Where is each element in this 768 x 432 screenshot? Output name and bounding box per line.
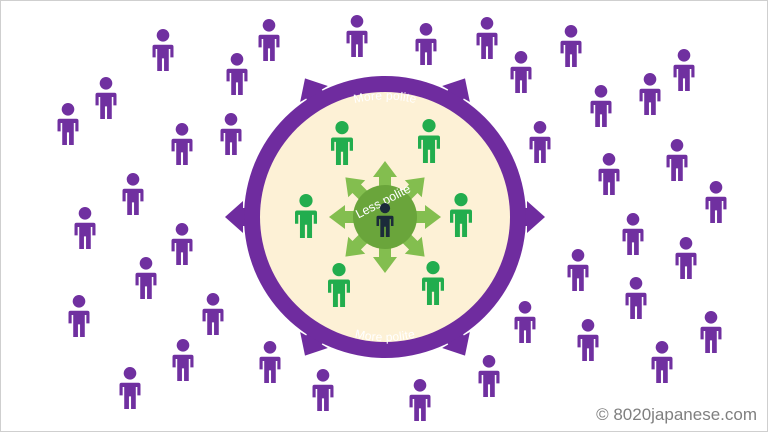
outer-person-icon-6 xyxy=(560,25,582,67)
outer-person-icon-39 xyxy=(478,355,500,397)
outer-person-icon-36 xyxy=(119,367,141,409)
outer-person-icon-3 xyxy=(346,14,368,57)
outer-person-icon-4 xyxy=(415,23,437,65)
outer-person-icon-10 xyxy=(510,51,532,93)
outer-person-icon-19 xyxy=(598,153,620,195)
ring-label-bottom: More polite xyxy=(354,327,417,344)
outer-person-icon-29 xyxy=(625,277,647,319)
inner-person-icon-5 xyxy=(328,263,350,307)
outer-person-icon-31 xyxy=(577,319,599,361)
outer-person-icon-16 xyxy=(529,121,551,163)
outer-person-icon-21 xyxy=(74,207,96,249)
inner-person-icon-3 xyxy=(295,194,317,238)
outer-person-icon-28 xyxy=(202,293,224,335)
outer-person-icon-22 xyxy=(171,223,193,265)
outer-person-icon-11 xyxy=(639,73,661,115)
outer-person-icon-14 xyxy=(220,113,242,155)
outer-person-icon-32 xyxy=(700,311,722,353)
outer-person-icon-30 xyxy=(514,301,536,343)
center-arrow-icon-1 xyxy=(411,205,441,229)
outer-person-icon-38 xyxy=(409,379,431,421)
outer-person-icon-26 xyxy=(675,237,697,279)
outer-person-icon-20 xyxy=(705,181,727,223)
outer-person-icon-15 xyxy=(590,85,612,127)
self-person-icon xyxy=(376,203,394,237)
ring-label-top: More polite xyxy=(352,88,418,106)
outer-person-icon-1 xyxy=(152,29,174,71)
outer-person-icon-33 xyxy=(172,339,194,381)
outer-person-icon-8 xyxy=(95,77,117,119)
outer-person-icon-13 xyxy=(171,123,193,165)
outer-person-icon-25 xyxy=(567,249,589,291)
outer-person-icon-17 xyxy=(666,139,688,181)
center-arrow-icon-7 xyxy=(373,161,397,191)
outer-person-icon-35 xyxy=(651,341,673,383)
outer-person-icon-27 xyxy=(68,295,90,337)
outer-person-icon-37 xyxy=(312,369,334,411)
inner-person-icon-1 xyxy=(331,121,353,165)
outer-person-icon-9 xyxy=(226,53,248,95)
inner-people-group xyxy=(295,119,472,307)
outer-person-icon-23 xyxy=(622,213,644,255)
outer-person-icon-12 xyxy=(57,103,79,145)
center-arrow-icon-5 xyxy=(329,205,359,229)
inner-person-icon-4 xyxy=(450,193,472,237)
inner-person-icon-6 xyxy=(422,261,444,305)
outer-person-icon-34 xyxy=(259,341,281,383)
copyright-notice: © 8020japanese.com xyxy=(596,405,757,424)
outer-person-icon-7 xyxy=(673,49,695,91)
center-arrow-icon-3 xyxy=(373,243,397,273)
inner-person-icon-2 xyxy=(418,119,440,163)
outer-people-group xyxy=(57,14,727,421)
outer-person-icon-2 xyxy=(258,19,280,61)
outer-person-icon-24 xyxy=(135,257,157,299)
outer-person-icon-18 xyxy=(122,173,144,215)
outer-person-icon-5 xyxy=(476,17,498,59)
self-person-icon xyxy=(376,203,394,237)
